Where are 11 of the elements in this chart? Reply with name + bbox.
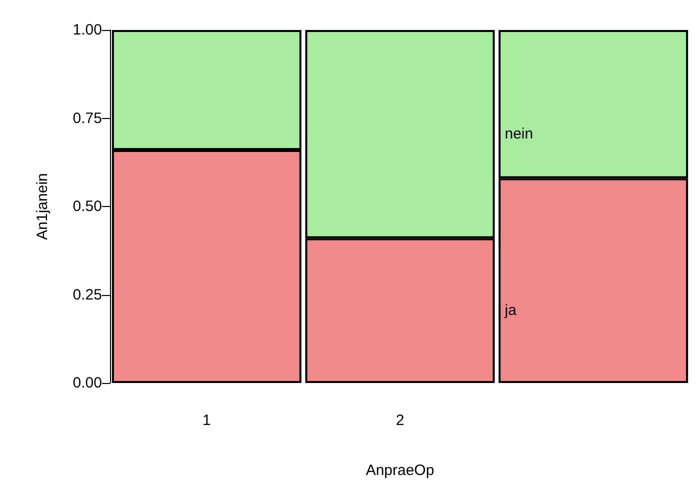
y-tick-label: 0.75 [72,110,102,127]
y-tick-label: 0.50 [72,198,102,215]
y-axis-title: An1janein [34,173,51,240]
y-tick-label: 1.00 [72,22,102,38]
series-label: nein [504,126,534,143]
x-tick-label: 1 [202,412,211,429]
x-axis-title: AnpraeOp [366,462,434,479]
x-tick-label: 2 [396,412,404,429]
series-label: ja [504,302,518,320]
y-tick-label: 0.25 [72,286,102,304]
y-tick-label: 0.00 [72,374,102,392]
